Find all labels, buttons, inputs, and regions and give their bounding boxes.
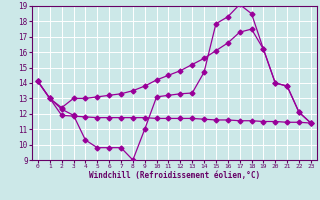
X-axis label: Windchill (Refroidissement éolien,°C): Windchill (Refroidissement éolien,°C) (89, 171, 260, 180)
